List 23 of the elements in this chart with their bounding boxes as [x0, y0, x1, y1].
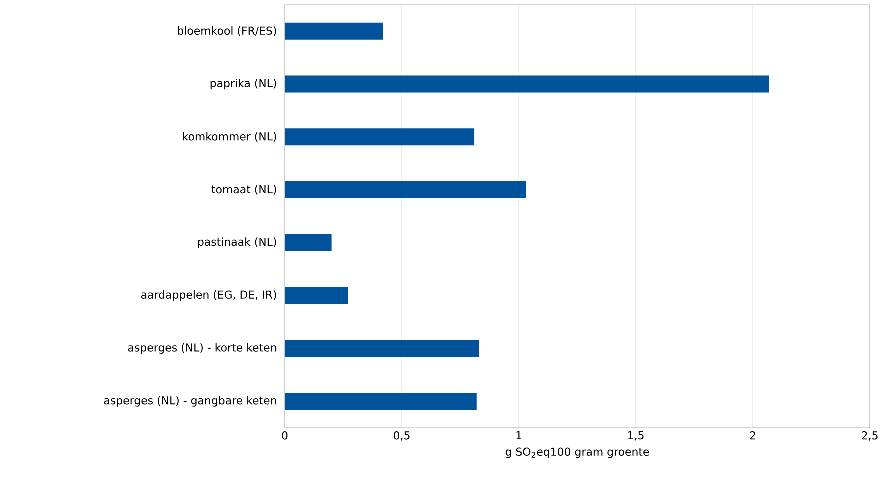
x-tick-label: 1,5 — [628, 432, 644, 441]
x-axis-title: g SO$_{2}$eq100 gram groente — [506, 448, 650, 458]
y-tick-label: asperges (NL) - korte keten — [128, 343, 276, 354]
y-tick-label: tomaat (NL) — [212, 185, 276, 195]
bar — [285, 182, 526, 199]
bar — [285, 22, 384, 40]
bar — [285, 234, 332, 252]
bar — [285, 393, 477, 410]
x-tick-label: 2,5 — [862, 432, 878, 441]
bar — [285, 340, 480, 358]
bar — [285, 287, 348, 304]
y-tick-label: paprika (NL) — [210, 79, 276, 90]
y-tick-label: pastinaak (NL) — [198, 238, 276, 248]
x-tick-label: 0 — [282, 432, 288, 440]
x-tick-label: 0,5 — [394, 432, 410, 441]
y-tick-label: bloemkool (FR/ES) — [178, 26, 276, 36]
y-tick-label: komkommer (NL) — [183, 132, 276, 142]
x-tick-label: 1 — [516, 432, 522, 440]
bar — [285, 76, 770, 93]
x-tick-label: 2 — [750, 432, 756, 440]
y-tick-label: asperges (NL) - gangbare keten — [104, 396, 276, 407]
y-tick-label: aardappelen (EG, DE, IR) — [141, 290, 276, 302]
bar — [285, 128, 475, 146]
